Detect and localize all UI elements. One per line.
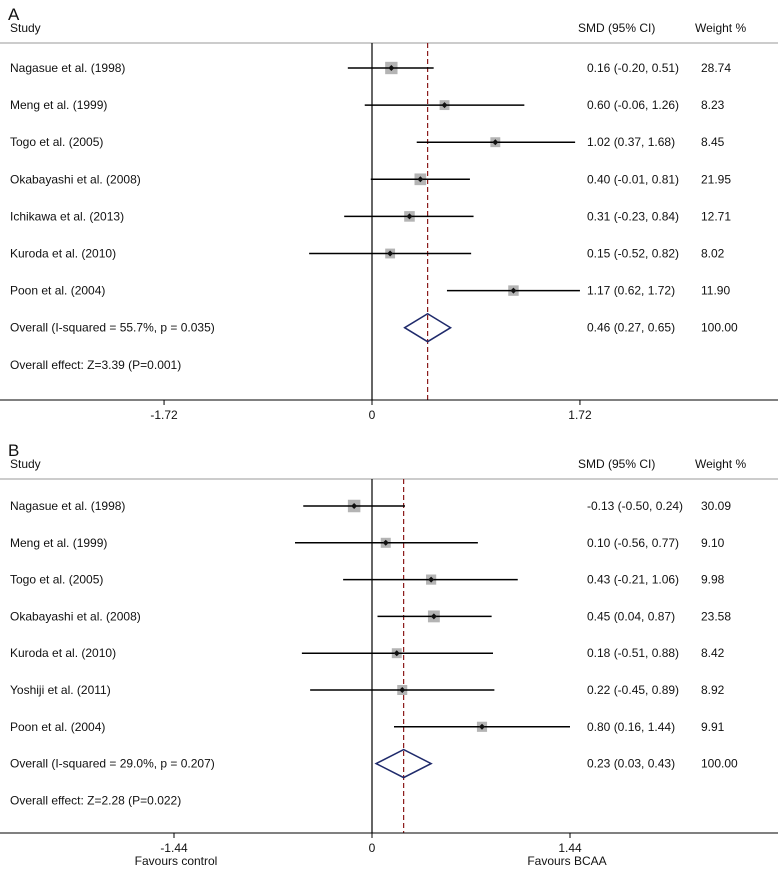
panel-a-tick-label: 1.72	[568, 408, 592, 422]
panel-a-point-estimate	[387, 250, 394, 257]
panel-a-tick-label: 0	[369, 408, 376, 422]
panel-a-header-effect: SMD (95% CI)	[578, 21, 655, 35]
panel-b-study-ci: 0.10 (-0.56, 0.77)	[587, 536, 679, 550]
panel-a-study-ci: 0.15 (-0.52, 0.82)	[587, 247, 679, 261]
panel-b-study-ci: 0.22 (-0.45, 0.89)	[587, 683, 679, 697]
panel-a-header-study: Study	[10, 21, 41, 35]
panel-a-study-name: Togo et al. (2005)	[10, 135, 103, 149]
panel-b-label: B	[8, 441, 19, 460]
panel-b-overall-effect: Overall effect: Z=2.28 (P=0.022)	[10, 793, 181, 807]
panel-a-point-estimate	[388, 65, 395, 71]
panel-b-study-name: Kuroda et al. (2010)	[10, 646, 116, 660]
panel-a-overall-effect: Overall effect: Z=3.39 (P=0.001)	[10, 358, 181, 372]
panel-a-point-estimate	[417, 176, 424, 183]
panel-a-study-ci: 1.17 (0.62, 1.72)	[587, 284, 675, 298]
panel-b-point-estimate	[479, 723, 485, 730]
panel-b-header-effect: SMD (95% CI)	[578, 457, 655, 471]
panel-b-tick-label: 1.44	[558, 841, 582, 855]
panel-b-study-name: Okabayashi et al. (2008)	[10, 609, 141, 623]
panel-b-overall-label: Overall (I-squared = 29.0%, p = 0.207)	[10, 757, 215, 771]
panel-b-study-ci: -0.13 (-0.50, 0.24)	[587, 499, 683, 513]
panel-b-point-estimate	[393, 650, 400, 657]
panel-b-point-estimate	[430, 613, 437, 620]
panel-b-overall-ci: 0.23 (0.03, 0.43)	[587, 757, 675, 771]
panel-a-study-ci: 1.02 (0.37, 1.68)	[587, 135, 675, 149]
panel-b-overall-weight: 100.00	[701, 757, 738, 771]
panel-a-study-name: Meng et al. (1999)	[10, 98, 107, 112]
panel-b-study-weight: 9.10	[701, 536, 725, 550]
panel-b-study-ci: 0.43 (-0.21, 1.06)	[587, 573, 679, 587]
panel-a-study-name: Ichikawa et al. (2013)	[10, 209, 124, 223]
panel-b-header-study: Study	[10, 457, 41, 471]
panel-a-study-name: Poon et al. (2004)	[10, 284, 105, 298]
panel-a-study-weight: 21.95	[701, 172, 731, 186]
panel-b-study-ci: 0.45 (0.04, 0.87)	[587, 609, 675, 623]
panel-b-point-estimate	[351, 503, 358, 509]
panel-a-study-weight: 8.45	[701, 135, 725, 149]
panel-b-overall-diamond	[374, 748, 433, 779]
forest-plot-b: B Study SMD (95% CI) Weight % Nagasue et al.…	[0, 436, 778, 873]
panel-a-study-name: Okabayashi et al. (2008)	[10, 172, 141, 186]
panel-b-study-weight: 8.92	[701, 683, 725, 697]
panel-b-study-weight: 9.91	[701, 720, 725, 734]
panel-b-study-name: Nagasue et al. (1998)	[10, 499, 125, 513]
panel-b-tick-label: -1.44	[160, 841, 188, 855]
panel-a-overall-weight: 100.00	[701, 321, 738, 335]
panel-a-study-weight: 8.23	[701, 98, 725, 112]
panel-a-study-weight: 8.02	[701, 247, 725, 261]
panel-a-overall-diamond	[403, 312, 453, 343]
panel-b-study-ci: 0.18 (-0.51, 0.88)	[587, 646, 679, 660]
panel-b-study-ci: 0.80 (0.16, 1.44)	[587, 720, 675, 734]
panel-a-header-weight: Weight %	[695, 21, 746, 35]
panel-a-study-weight: 12.71	[701, 209, 731, 223]
panel-b-study-name: Togo et al. (2005)	[10, 573, 103, 587]
panel-a-overall-ci: 0.46 (0.27, 0.65)	[587, 321, 675, 335]
panel-a-study-weight: 11.90	[701, 284, 730, 298]
panel-a-study-weight: 28.74	[701, 61, 731, 75]
panel-b-point-estimate	[428, 576, 435, 583]
panel-b-header-weight: Weight %	[695, 457, 746, 471]
panel-b-study-weight: 9.98	[701, 573, 725, 587]
panel-a-study-ci: 0.60 (-0.06, 1.26)	[587, 98, 679, 112]
panel-a-study-ci: 0.16 (-0.20, 0.51)	[587, 61, 679, 75]
panel-a-point-estimate	[406, 213, 413, 220]
panel-b-tick-label: 0	[369, 841, 376, 855]
panel-a-overall-label: Overall (I-squared = 55.7%, p = 0.035)	[10, 321, 215, 335]
panel-a-point-estimate	[441, 102, 448, 109]
panel-b-point-estimate	[382, 539, 389, 546]
panel-b-study-name: Poon et al. (2004)	[10, 720, 105, 734]
panel-a-tick-label: -1.72	[150, 408, 178, 422]
panel-b-study-name: Meng et al. (1999)	[10, 536, 107, 550]
panel-a-point-estimate	[492, 139, 499, 146]
panel-a-study-name: Nagasue et al. (1998)	[10, 61, 125, 75]
panel-a-study-ci: 0.31 (-0.23, 0.84)	[587, 209, 679, 223]
panel-a-study-name: Kuroda et al. (2010)	[10, 247, 116, 261]
forest-plot-a: A Study SMD (95% CI) Weight % Nagasue et al.…	[0, 0, 778, 436]
panel-b-study-name: Yoshiji et al. (2011)	[10, 683, 111, 697]
panel-a-label: A	[8, 5, 20, 24]
panel-b-study-weight: 30.09	[701, 499, 731, 513]
panel-b-study-weight: 8.42	[701, 646, 725, 660]
panel-a-study-ci: 0.40 (-0.01, 0.81)	[587, 172, 679, 186]
panel-b-xlabel-left: Favours control	[135, 854, 218, 868]
panel-b-study-weight: 23.58	[701, 609, 731, 623]
panel-b-point-estimate	[399, 687, 406, 693]
panel-b-xlabel-right: Favours BCAA	[527, 854, 606, 868]
panel-a-point-estimate	[510, 287, 517, 294]
